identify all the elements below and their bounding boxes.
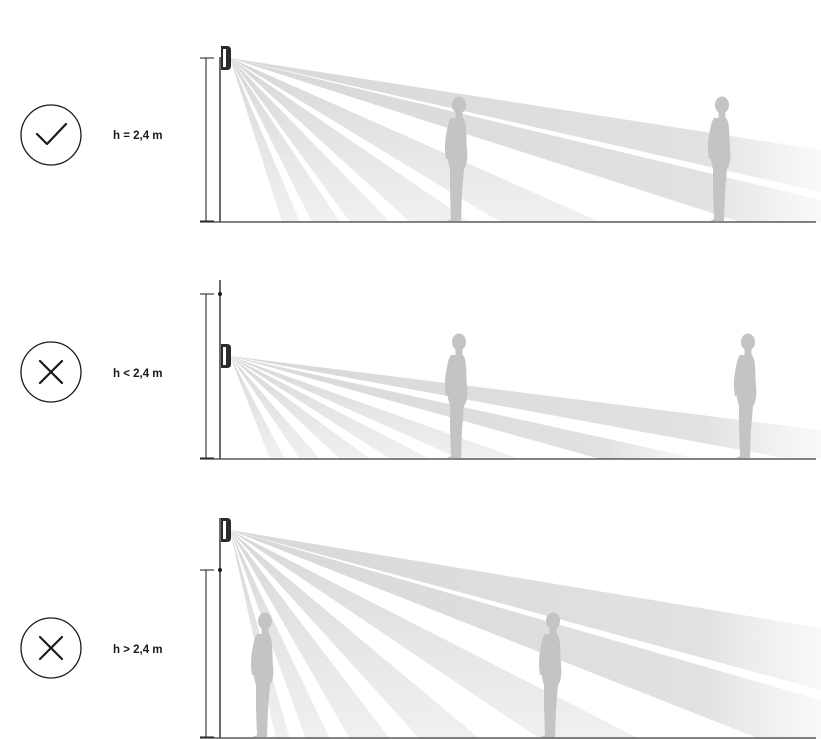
- height-label: h = 2,4 m: [113, 130, 163, 142]
- reference-mark: [218, 568, 222, 572]
- detection-beams: [230, 356, 821, 459]
- height-label: h > 2,4 m: [113, 644, 163, 656]
- detection-beams: [230, 58, 821, 222]
- reference-mark: [218, 292, 222, 296]
- status-indicator: [20, 104, 82, 166]
- status-circle: [20, 341, 82, 403]
- cross-icon: [38, 359, 64, 385]
- height-dimension: [200, 57, 214, 222]
- scenario-too-low: h < 2,4 m: [20, 280, 821, 460]
- status-indicator: [20, 617, 82, 679]
- motion-detector-icon: [221, 344, 231, 368]
- motion-detector-icon: [221, 518, 231, 542]
- status-circle: [20, 104, 82, 166]
- cross-icon: [38, 635, 64, 661]
- height-label: h < 2,4 m: [113, 368, 163, 380]
- checkmark-icon: [35, 122, 68, 146]
- height-dimension: [200, 293, 214, 459]
- motion-detector-icon: [221, 46, 231, 70]
- detection-beams: [230, 530, 821, 739]
- scenario-too-high: h > 2,4 m: [20, 518, 821, 739]
- scenario-correct: h = 2,4 m: [20, 46, 821, 223]
- status-indicator: [20, 341, 82, 403]
- height-dimension: [200, 569, 214, 738]
- status-circle: [20, 617, 82, 679]
